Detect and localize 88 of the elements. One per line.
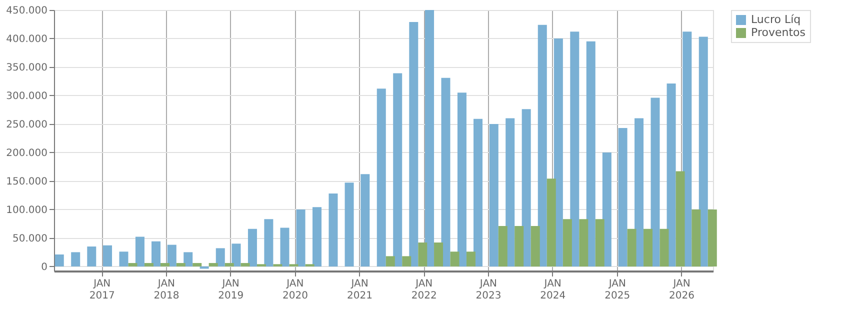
- y-tick-label: 450.000: [6, 6, 48, 16]
- bar: [224, 263, 234, 266]
- bar: [184, 252, 193, 266]
- y-tick-label: 50.000: [12, 233, 48, 244]
- bar: [618, 128, 628, 266]
- x-tick-label: JAN 2025: [604, 278, 630, 302]
- bar: [232, 244, 241, 266]
- legend-label: Lucro Líq: [751, 13, 801, 26]
- bar: [466, 252, 476, 266]
- bar: [176, 263, 186, 266]
- bar: [409, 22, 418, 266]
- bar: [666, 84, 676, 266]
- bar: [692, 209, 701, 266]
- bar: [457, 92, 466, 266]
- bar: [344, 182, 354, 266]
- y-tick-label: 400.000: [6, 34, 48, 45]
- bar: [328, 194, 338, 266]
- bar: [418, 242, 428, 266]
- bar: [634, 118, 644, 266]
- bar: [602, 152, 612, 266]
- bar: [570, 32, 580, 266]
- bar: [474, 118, 483, 266]
- y-tick-label: 250.000: [6, 119, 48, 130]
- y-tick-label: 350.000: [6, 62, 48, 74]
- bar: [450, 252, 460, 266]
- x-tick-label: JAN 2021: [347, 278, 372, 302]
- bar: [144, 263, 154, 266]
- bar: [546, 178, 556, 266]
- bar: [562, 219, 572, 266]
- bar: [489, 124, 498, 266]
- bar: [595, 219, 604, 266]
- bar: [441, 78, 450, 266]
- bar: [708, 209, 717, 266]
- bar: [386, 256, 395, 266]
- bar: [54, 254, 64, 266]
- bar: [530, 226, 540, 266]
- y-tick-label: 300.000: [6, 90, 48, 102]
- bar: [627, 228, 636, 266]
- bar: [103, 245, 112, 266]
- bar: [506, 118, 515, 266]
- bar: [167, 244, 176, 266]
- bar: [192, 263, 202, 266]
- bar: [402, 256, 412, 266]
- bar: [264, 219, 274, 266]
- bar: [393, 73, 402, 266]
- bar: [660, 228, 669, 266]
- bar: [434, 242, 444, 266]
- x-tick-label: JAN 2026: [669, 278, 694, 302]
- y-tick-label: 150.000: [6, 176, 48, 188]
- x-tick-label: JAN 2022: [411, 278, 437, 302]
- x-tick-label: JAN 2019: [218, 278, 244, 302]
- bar: [522, 109, 531, 266]
- bar: [208, 263, 218, 266]
- bar: [296, 209, 306, 266]
- legend-label: Proventos: [751, 26, 806, 39]
- bar: [498, 226, 508, 266]
- bar: [698, 36, 708, 266]
- y-tick-label: 200.000: [6, 148, 48, 159]
- bar: [538, 24, 547, 266]
- bar: [248, 228, 257, 266]
- bar: [152, 241, 161, 266]
- x-tick-label: JAN 2024: [540, 278, 566, 302]
- bar: [425, 10, 434, 266]
- bar: [360, 174, 370, 266]
- bar: [514, 226, 524, 266]
- x-tick-label: JAN 2018: [154, 278, 180, 302]
- y-tick-label: 0: [41, 262, 48, 273]
- bar: [644, 228, 653, 266]
- bar: [128, 263, 138, 266]
- x-tick-label: JAN 2020: [282, 278, 308, 302]
- bar: [586, 41, 596, 266]
- bar: [71, 252, 80, 266]
- bar: [676, 171, 685, 266]
- bar: [87, 246, 96, 266]
- bar: [312, 207, 322, 266]
- bar: [160, 263, 170, 266]
- bar: [119, 252, 128, 266]
- x-tick-label: JAN 2023: [476, 278, 502, 302]
- x-tick-label: JAN 2017: [89, 278, 115, 302]
- bar: [240, 263, 250, 266]
- bar: [135, 236, 144, 266]
- bar: [376, 88, 386, 266]
- bar: [579, 219, 588, 266]
- bar: [650, 98, 660, 266]
- y-tick-label: 100.000: [6, 204, 48, 216]
- bar: [216, 248, 225, 266]
- bar: [554, 38, 563, 266]
- bar: [280, 228, 290, 266]
